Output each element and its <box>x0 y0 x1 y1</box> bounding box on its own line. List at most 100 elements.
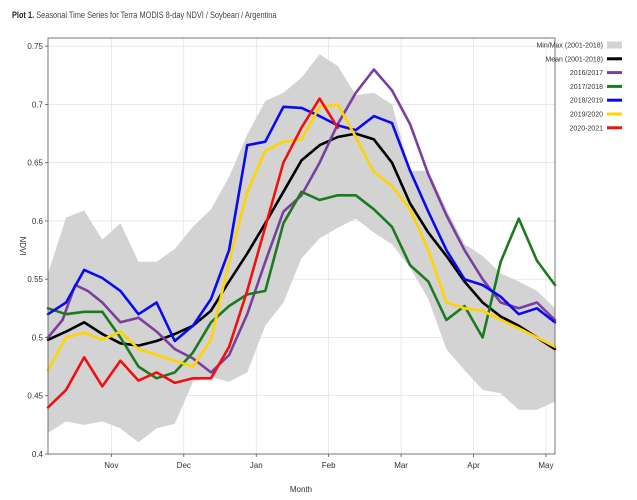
chart-title: Plot 1. Seasonal Time Series for Terra M… <box>12 10 276 20</box>
series-point <box>210 309 212 312</box>
series-point <box>173 348 176 350</box>
series-point <box>119 321 122 324</box>
y-tick-label: 0.6 <box>32 217 44 226</box>
series-y2019_2020 <box>46 103 557 372</box>
series-point <box>427 173 430 176</box>
series-point <box>336 103 339 106</box>
series-point <box>391 161 393 164</box>
series-point <box>300 138 303 141</box>
series-point <box>210 298 212 300</box>
series-point <box>264 290 267 292</box>
series-point <box>499 315 502 318</box>
series-point <box>210 321 212 324</box>
series-point <box>83 356 86 359</box>
series-point <box>336 126 339 129</box>
series-point <box>282 190 285 193</box>
legend-item: 2020-2021 <box>570 125 622 132</box>
series-point <box>228 354 231 356</box>
series-point <box>210 377 212 380</box>
min-max-band <box>48 54 555 443</box>
series-point <box>517 307 520 310</box>
series-point <box>373 68 375 71</box>
x-tick-label: Nov <box>104 461 118 470</box>
series-point <box>373 138 375 141</box>
legend-label: 2016/2017 <box>570 70 603 77</box>
series-point <box>86 290 89 292</box>
series-point <box>155 371 158 374</box>
series-line <box>46 68 557 374</box>
series-point <box>318 161 321 164</box>
legend: Min/Max (2001-2018) Mean (2001-2018) 2016/… <box>536 41 622 132</box>
series-point <box>427 249 430 252</box>
series-point <box>499 301 502 304</box>
series-point <box>354 129 357 132</box>
series-point <box>391 185 393 187</box>
series-point <box>481 278 484 281</box>
x-tick-label: Apr <box>467 461 480 470</box>
series-point <box>427 231 430 234</box>
series-point <box>137 365 140 368</box>
series-point <box>536 301 538 304</box>
series-point <box>463 278 466 281</box>
series-point <box>210 338 212 341</box>
series-point <box>282 161 285 164</box>
series-point <box>409 208 411 211</box>
series-point <box>101 310 104 313</box>
series-point <box>536 336 538 339</box>
series-point <box>192 365 194 368</box>
min-max-band-layer <box>48 54 555 443</box>
x-tick-label: May <box>538 461 553 470</box>
series-point <box>246 144 249 147</box>
series-point <box>409 123 411 126</box>
series-point <box>137 344 140 347</box>
series-point <box>246 290 249 292</box>
legend-item: Min/Max (2001-2018) <box>536 41 622 50</box>
series-point <box>282 222 285 225</box>
y-tick-label: 0.7 <box>32 100 44 109</box>
series-point <box>318 97 321 100</box>
series-point <box>155 301 158 304</box>
series-point <box>228 280 231 283</box>
y-tick-label: 0.75 <box>27 42 43 51</box>
series-point <box>173 371 176 374</box>
y-tick-label: 0.4 <box>32 450 44 459</box>
plot-frame <box>47 37 556 455</box>
y-tick-label: 0.55 <box>27 275 43 284</box>
series-point <box>173 359 176 362</box>
series-point <box>409 169 411 172</box>
series-point <box>318 199 321 201</box>
series-point <box>155 377 158 380</box>
series-point <box>101 301 104 304</box>
series-point <box>192 324 194 327</box>
series-point <box>155 354 158 356</box>
series-point <box>65 301 67 304</box>
series-point <box>137 379 140 382</box>
legend-label: 2018/2019 <box>570 98 603 105</box>
series-point <box>336 194 339 197</box>
series-point <box>318 105 321 108</box>
series-point <box>354 194 357 197</box>
series-point <box>192 377 194 380</box>
series-point <box>65 330 67 333</box>
series-point <box>101 385 104 388</box>
series-point <box>192 357 194 360</box>
series-point <box>65 313 67 316</box>
legend-label: 2017/2018 <box>570 84 603 91</box>
series-point <box>373 115 375 117</box>
series-point <box>463 249 466 252</box>
series-point <box>83 321 86 324</box>
series-point <box>210 371 212 374</box>
series-point <box>536 307 538 310</box>
series-point <box>192 351 194 354</box>
series-point <box>517 327 520 330</box>
series-point <box>517 324 520 327</box>
series-point <box>463 307 466 310</box>
series-point <box>119 336 122 339</box>
series-point <box>463 280 466 283</box>
chart-title-text: Seasonal Time Series for Terra MODIS 8-d… <box>36 10 277 20</box>
series-point <box>445 249 448 252</box>
series-point <box>173 382 176 384</box>
series-point <box>354 91 357 94</box>
series-point <box>282 140 285 143</box>
series-point <box>409 202 411 205</box>
